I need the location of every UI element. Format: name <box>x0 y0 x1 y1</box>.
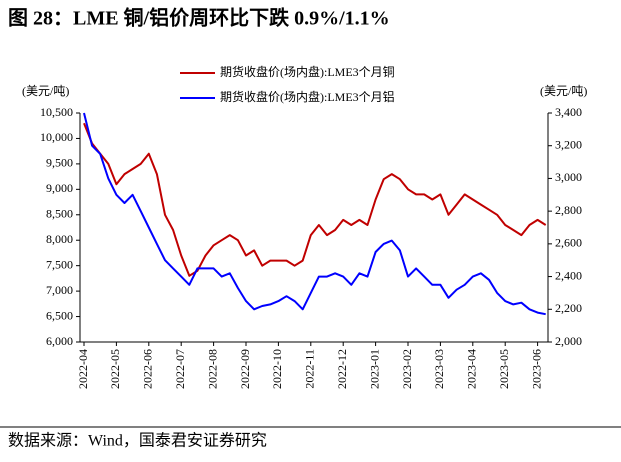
y2-tick-label: 3,400 <box>555 105 582 119</box>
y-tick-label: 8,500 <box>46 207 73 221</box>
y2-tick-label: 3,200 <box>555 137 582 151</box>
x-tick-label: 2022-04 <box>76 349 90 389</box>
y-tick-label: 6,500 <box>46 308 73 322</box>
x-tick-label: 2022-07 <box>173 349 187 389</box>
legend-label: 期货收盘价(场内盘):LME3个月铝 <box>220 89 395 104</box>
y-tick-label: 6,000 <box>46 334 73 348</box>
data-line <box>83 122 547 277</box>
y-tick-label: 10,500 <box>40 105 73 119</box>
legend-label: 期货收盘价(场内盘):LME3个月铜 <box>220 64 395 79</box>
y2-tick-label: 2,200 <box>555 301 582 315</box>
y-tick-label: 8,000 <box>46 232 73 246</box>
x-tick-label: 2022-11 <box>303 349 317 389</box>
y-tick-label: 7,500 <box>46 257 73 271</box>
x-tick-label: 2022-09 <box>238 349 252 389</box>
y-tick-label: 9,500 <box>46 156 73 170</box>
x-tick-label: 2023-01 <box>367 349 381 389</box>
x-tick-label: 2023-03 <box>432 349 446 389</box>
x-tick-label: 2023-06 <box>529 349 543 389</box>
chart-title: 图 28：LME 铜/铝价周环比下跌 0.9%/1.1% <box>8 6 390 30</box>
data-line <box>83 112 546 316</box>
y-tick-label: 10,000 <box>40 130 73 144</box>
y-tick-label: 9,000 <box>46 181 73 195</box>
x-tick-label: 2022-08 <box>205 349 219 389</box>
source: 数据来源：Wind，国泰君安证券研究 <box>8 432 267 450</box>
y2-tick-label: 3,000 <box>555 170 582 184</box>
y2-tick-label: 2,000 <box>555 334 582 348</box>
y2-axis-label: (美元/吨) <box>540 84 587 98</box>
y2-tick-label: 2,800 <box>555 203 582 217</box>
x-tick-label: 2022-05 <box>108 349 122 389</box>
y2-tick-label: 2,400 <box>555 268 582 282</box>
y2-tick-label: 2,600 <box>555 236 582 250</box>
x-tick-label: 2023-05 <box>497 349 511 389</box>
y-axis-label: (美元/吨) <box>22 84 69 98</box>
x-tick-label: 2022-12 <box>335 349 349 389</box>
x-tick-label: 2022-10 <box>270 349 284 389</box>
x-tick-label: 2022-06 <box>141 349 155 389</box>
x-tick-label: 2023-02 <box>400 349 414 389</box>
x-tick-label: 2023-04 <box>465 349 479 389</box>
y-tick-label: 7,000 <box>46 283 73 297</box>
